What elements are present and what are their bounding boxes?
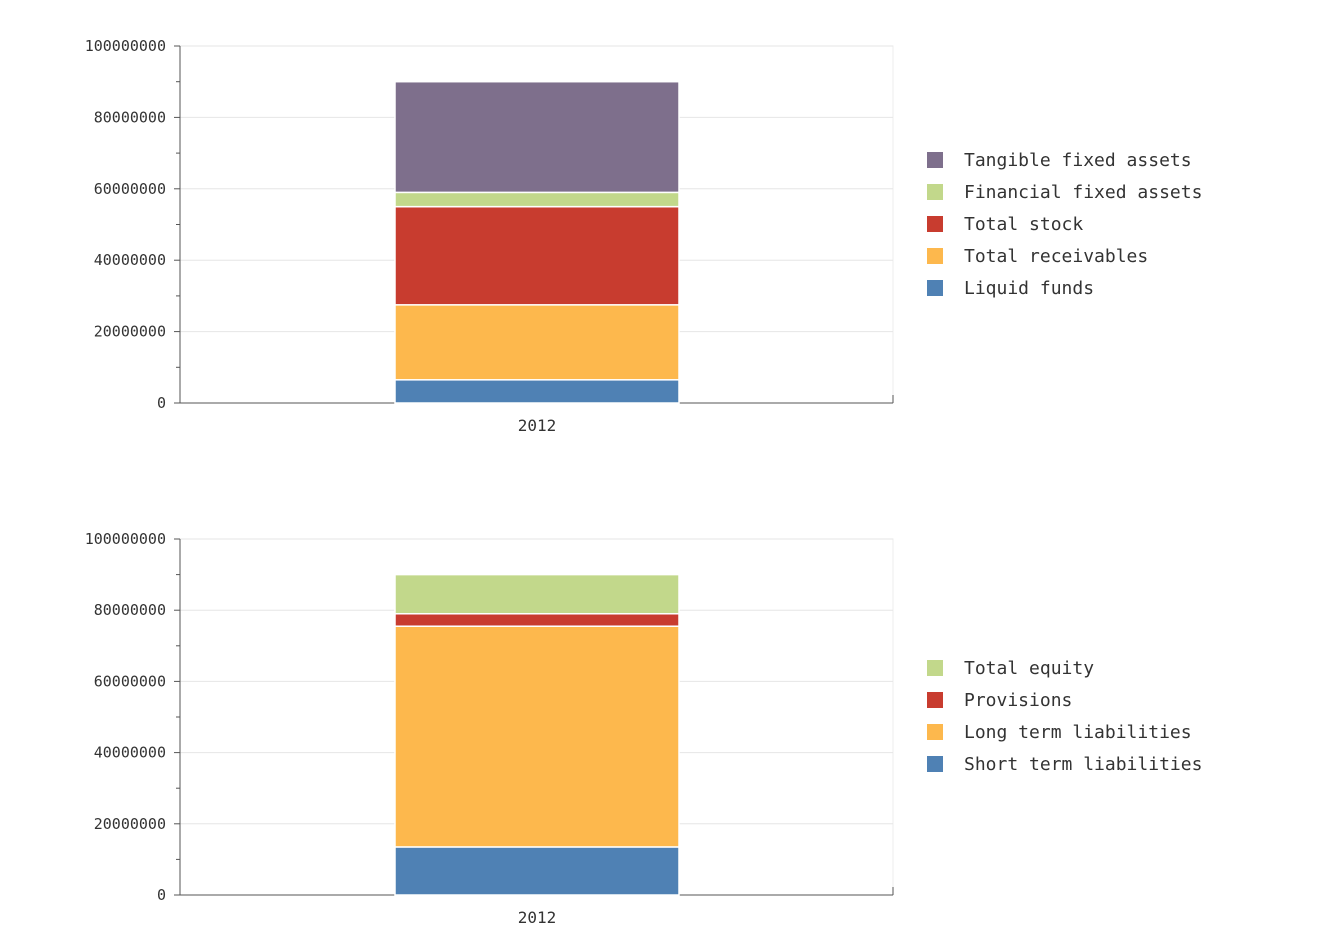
legend-swatch-financial-fixed-assets [927,184,943,200]
legend-swatch-liquid-funds [927,280,943,296]
legend-label-financial-fixed-assets: Financial fixed assets [964,182,1202,203]
legend-label-provisions: Provisions [964,690,1072,711]
bar-segment-total-stock [394,205,680,306]
bar-segment-total-receivables [394,304,680,381]
legend-swatch-total-stock [927,216,943,232]
y-tick-label: 20000000 [94,815,166,833]
x-tick-label: 2012 [518,908,557,927]
liabilities-chart: 0 20000000 40000000 60000000 80000000 1000000… [85,530,1203,927]
bar-segment-long-term-liabilities [394,625,680,848]
y-tick-label: 60000000 [94,672,166,690]
legend-swatch-long-term-liabilities [927,724,943,740]
legend-label-total-stock: Total stock [964,214,1083,235]
legend-swatch-total-equity [927,660,943,676]
legend-label-total-receivables: Total receivables [964,246,1148,267]
bar-segment-tangible-fixed-assets [394,80,680,194]
legend-label-liquid-funds: Liquid funds [964,278,1094,299]
bar-segment-total-equity [394,573,680,615]
y-tick-label: 0 [157,886,166,904]
bar-segment-provisions [394,613,680,627]
y-tick-label: 100000000 [85,530,166,548]
y-tick-label: 80000000 [94,601,166,619]
y-tick-label: 60000000 [94,180,166,198]
legend-label-short-term-liabilities: Short term liabilities [964,754,1202,775]
bar-segment-short-term-liabilities [394,846,680,896]
y-tick-label: 20000000 [94,323,166,341]
assets-chart: 0 20000000 40000000 60000000 80000000 1000000… [85,37,1203,435]
legend-label-tangible-fixed-assets: Tangible fixed assets [964,150,1192,171]
bar-segment-financial-fixed-assets [394,191,680,208]
legend-label-total-equity: Total equity [964,658,1094,679]
y-tick-label: 0 [157,394,166,412]
y-tick-label: 80000000 [94,108,166,126]
x-tick-label: 2012 [518,416,557,435]
y-tick-label: 40000000 [94,744,166,762]
legend-swatch-tangible-fixed-assets [927,152,943,168]
y-tick-label: 100000000 [85,37,166,55]
bar-segment-liquid-funds [394,379,680,404]
legend-swatch-total-receivables [927,248,943,264]
y-tick-label: 40000000 [94,251,166,269]
legend-swatch-short-term-liabilities [927,756,943,772]
legend-swatch-provisions [927,692,943,708]
legend-label-long-term-liabilities: Long term liabilities [964,722,1192,743]
